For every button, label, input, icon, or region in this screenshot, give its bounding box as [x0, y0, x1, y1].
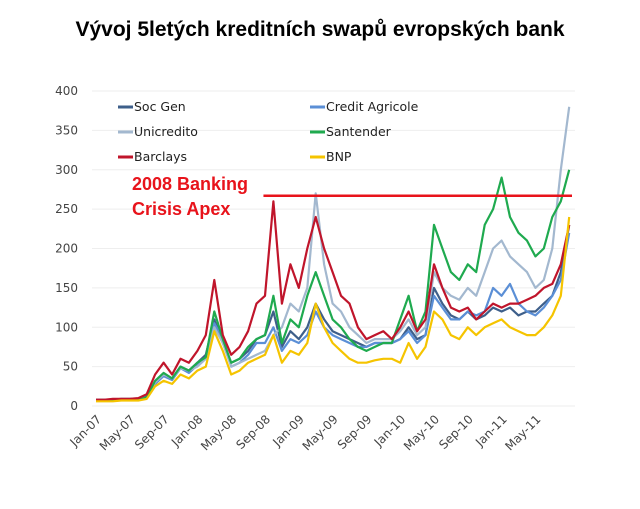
legend-label: Santender — [326, 124, 392, 139]
annotation-text: Crisis Apex — [132, 199, 230, 219]
x-tick-label: May-11 — [502, 412, 543, 453]
x-tick-label: Sep-07 — [132, 412, 172, 452]
x-tick-label: May-08 — [198, 412, 239, 453]
legend-label: Credit Agricole — [326, 99, 419, 114]
y-tick-label: 350 — [55, 123, 78, 137]
y-tick-label: 300 — [55, 163, 78, 177]
x-tick-label: Sep-10 — [436, 412, 476, 452]
y-tick-label: 250 — [55, 202, 78, 216]
legend-label: BNP — [326, 149, 352, 164]
series-line-bnp — [96, 216, 571, 403]
x-tick-label: May-07 — [97, 412, 138, 453]
annotation-text: 2008 Banking — [132, 174, 248, 194]
y-tick-label: 200 — [55, 242, 78, 256]
legend-label: Soc Gen — [134, 99, 186, 114]
chart-title: Vývoj 5letých kreditních swapů evropskýc… — [75, 18, 565, 41]
x-tick-label: Sep-09 — [335, 412, 375, 452]
legend-label: Unicredito — [134, 124, 198, 139]
series-line-barclays — [96, 200, 571, 401]
y-tick-label: 150 — [55, 281, 78, 295]
y-tick-label: 400 — [55, 84, 78, 98]
legend-label: Barclays — [134, 149, 187, 164]
y-tick-label: 0 — [70, 399, 78, 413]
y-tick-label: 100 — [55, 320, 78, 334]
series-line-santender — [96, 169, 571, 402]
x-tick-label: May-10 — [401, 412, 442, 453]
x-tick-label: Sep-08 — [233, 412, 273, 452]
y-tick-label: 50 — [63, 360, 78, 374]
x-tick-label: May-09 — [300, 412, 341, 453]
